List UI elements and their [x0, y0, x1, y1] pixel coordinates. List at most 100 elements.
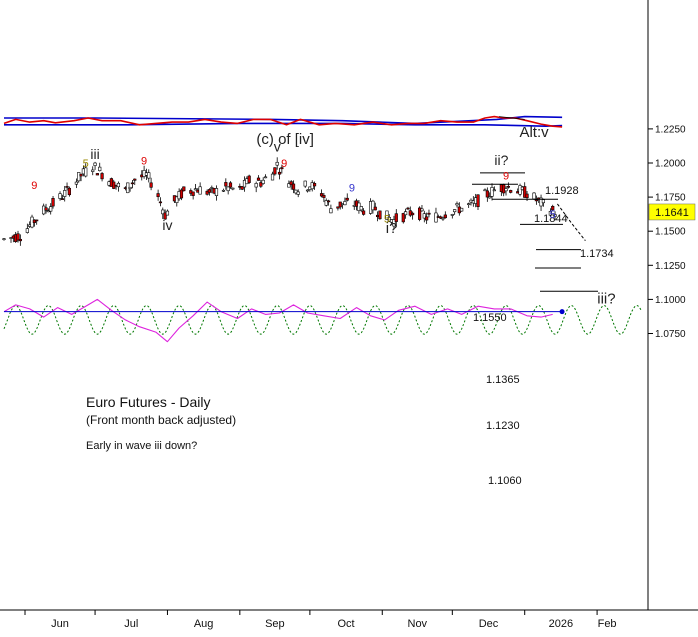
- candle-down: [322, 195, 326, 198]
- oscillator-trendline: [498, 116, 525, 120]
- candle-down: [79, 173, 83, 177]
- candle-up: [93, 162, 97, 166]
- candle-down: [476, 194, 480, 208]
- candle-up: [490, 187, 494, 197]
- x-tick-label: 2026: [549, 618, 573, 630]
- candle-up: [49, 206, 53, 212]
- upper-band-line: [4, 115, 563, 125]
- candle-down: [100, 173, 104, 180]
- candle-down: [443, 214, 447, 219]
- candle-down: [319, 193, 324, 197]
- candle-up: [84, 167, 88, 177]
- candle-up: [98, 166, 102, 172]
- candle-up: [329, 208, 333, 214]
- candlestick-layer: [2, 157, 557, 246]
- wave-label: Alt:v: [519, 124, 549, 141]
- candle-up: [422, 213, 426, 219]
- candle-up: [261, 179, 265, 184]
- candle-down: [394, 213, 398, 222]
- candle-down: [326, 200, 331, 203]
- upper-indicator-layer: [3, 115, 563, 128]
- candle-up: [488, 196, 492, 199]
- candle-down: [427, 212, 431, 215]
- candle-up: [385, 210, 389, 220]
- candle-down: [163, 212, 167, 220]
- candle-down: [551, 205, 555, 211]
- candle-down: [378, 210, 382, 220]
- candle-up: [161, 209, 165, 215]
- candle-down: [289, 181, 293, 186]
- target-level-label: 1.1550: [473, 312, 507, 324]
- candle-down: [65, 186, 69, 188]
- magenta-oscillator-line: [3, 298, 553, 343]
- candle-down: [32, 219, 36, 223]
- target-level-label: 1.1230: [486, 420, 520, 432]
- wave-label: iv: [162, 217, 172, 233]
- candle-up: [294, 189, 298, 194]
- candle-down: [273, 167, 277, 175]
- candle-down: [60, 198, 64, 200]
- candle-down: [240, 186, 244, 190]
- candle-down: [425, 216, 429, 221]
- candle-up: [25, 228, 29, 233]
- candle-up: [548, 210, 552, 216]
- candle-up: [392, 219, 396, 227]
- candle-up: [275, 161, 279, 166]
- candle-up: [343, 201, 347, 206]
- candle-down: [256, 177, 261, 181]
- candle-up: [371, 200, 375, 211]
- candle-up: [441, 217, 445, 220]
- candle-down: [418, 207, 422, 220]
- wave-label: iii?: [597, 290, 615, 307]
- candle-down: [35, 219, 39, 222]
- candle-down: [401, 213, 405, 223]
- count-label: 9: [503, 171, 509, 183]
- candle-down: [345, 197, 349, 201]
- candle-down: [207, 189, 212, 193]
- candle-up: [305, 189, 310, 192]
- candle-down: [16, 233, 20, 241]
- candle-down: [158, 201, 163, 204]
- target-level-label: 1.1844: [534, 213, 568, 225]
- y-tick-label: 1.2000: [655, 159, 686, 170]
- candle-down: [509, 190, 513, 193]
- candle-down: [280, 167, 284, 170]
- red-oscillator-line: [3, 115, 563, 128]
- x-tick-label: Nov: [408, 618, 428, 630]
- wave-labels-layer: iii iv (c) of [iv]v i? ii? Alt:v iii? 9 5 9 9 9 5 9 5: [31, 124, 615, 307]
- candle-up: [492, 189, 496, 192]
- x-tick-label: Feb: [598, 618, 617, 630]
- candle-up: [532, 192, 536, 200]
- candle-up: [147, 172, 151, 179]
- reference-endpoint: [559, 309, 565, 315]
- target-level-label: 1.1060: [488, 475, 522, 487]
- wave-label: i?: [386, 220, 398, 237]
- candle-up: [214, 188, 219, 196]
- candle-down: [44, 207, 48, 211]
- count-label: 5: [550, 209, 556, 221]
- candle-down: [534, 199, 538, 202]
- candle-up: [287, 183, 291, 188]
- candle-down: [18, 238, 22, 242]
- candle-down: [224, 182, 228, 187]
- candle-up: [460, 207, 464, 212]
- candle-down: [182, 186, 186, 192]
- candle-up: [270, 173, 275, 181]
- x-tick-label: Aug: [194, 618, 214, 630]
- y-tick-label: 1.2250: [655, 124, 686, 135]
- wave-label: ii?: [494, 152, 508, 168]
- candle-down: [361, 210, 366, 215]
- candle-down: [291, 183, 296, 190]
- y-tick-label: 1.1250: [655, 261, 686, 272]
- candle-up: [303, 180, 307, 187]
- candle-down: [439, 216, 443, 219]
- candle-up: [74, 181, 78, 185]
- candle-down: [191, 191, 195, 196]
- candle-down: [506, 186, 510, 188]
- count-label: 9: [141, 155, 147, 167]
- candle-up: [263, 176, 268, 179]
- target-level-label: 1.1928: [545, 185, 579, 197]
- projection-line: [556, 203, 586, 242]
- y-tick-label: 1.1750: [655, 193, 686, 204]
- candle-down: [336, 206, 340, 209]
